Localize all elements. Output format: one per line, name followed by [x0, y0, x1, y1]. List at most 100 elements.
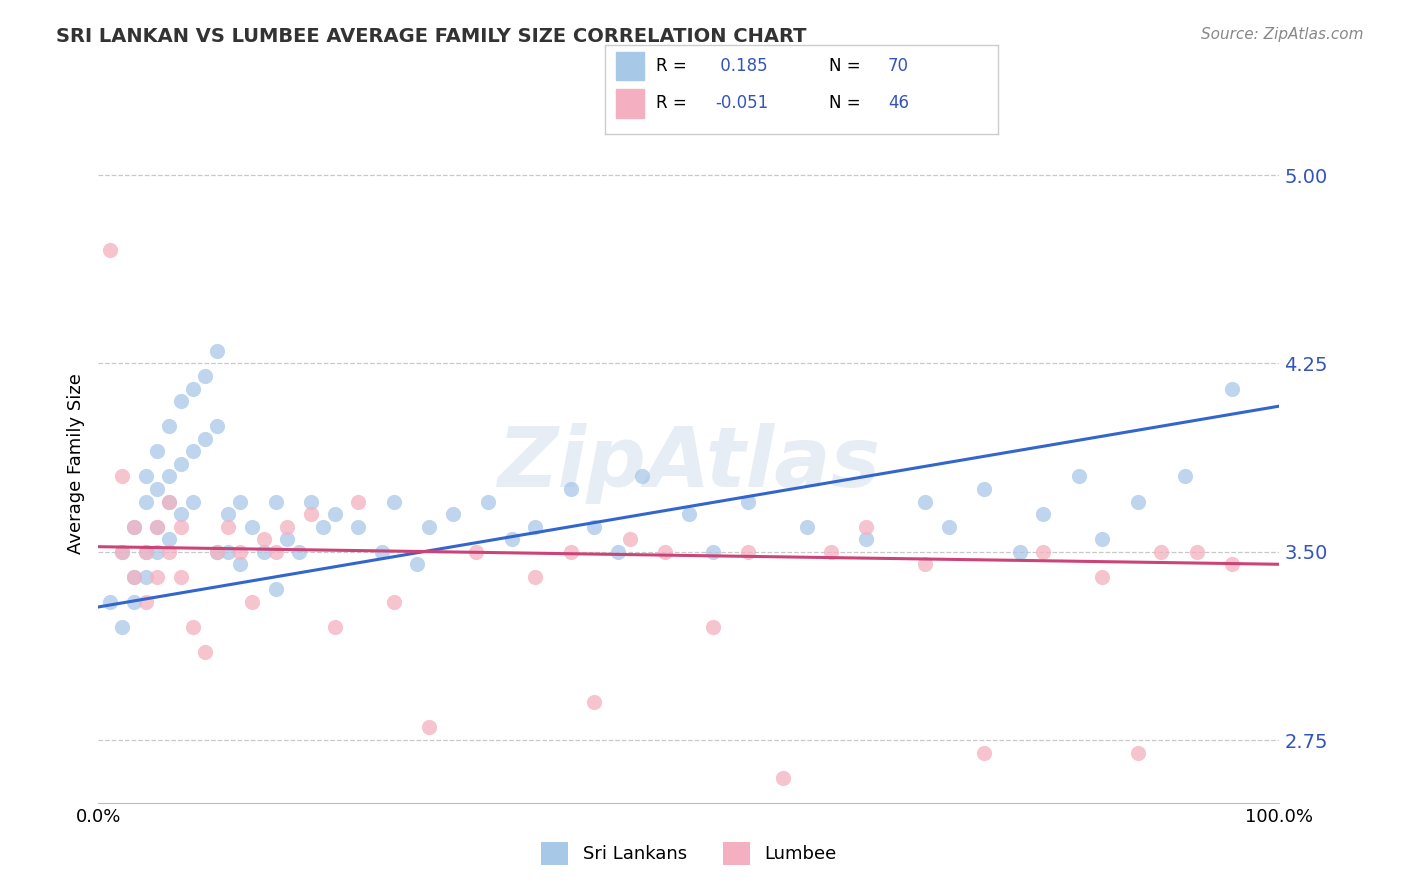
Point: [702, 545, 724, 559]
Point: [111, 469, 134, 483]
Point: [299, 494, 322, 508]
Text: SRI LANKAN VS LUMBEE AVERAGE FAMILY SIZE CORRELATION CHART: SRI LANKAN VS LUMBEE AVERAGE FAMILY SIZE…: [56, 27, 807, 45]
Point: [619, 532, 641, 546]
Point: [181, 620, 204, 634]
Point: [1126, 746, 1149, 760]
Point: [264, 494, 287, 508]
Point: [323, 620, 346, 634]
Point: [122, 570, 145, 584]
Point: [146, 482, 169, 496]
Point: [135, 469, 157, 483]
Point: [630, 469, 652, 483]
Point: [170, 507, 193, 521]
Point: [1032, 545, 1054, 559]
Point: [240, 519, 263, 533]
Point: [299, 507, 322, 521]
Point: [170, 394, 193, 409]
Point: [194, 368, 217, 383]
Point: [205, 419, 228, 434]
Point: [1220, 558, 1243, 572]
Text: -0.051: -0.051: [714, 95, 768, 112]
Point: [181, 444, 204, 458]
Point: [678, 507, 700, 521]
Point: [465, 545, 488, 559]
Point: [157, 419, 180, 434]
Point: [312, 519, 335, 533]
Point: [796, 519, 818, 533]
Point: [146, 545, 169, 559]
Point: [347, 494, 370, 508]
Point: [205, 545, 228, 559]
Point: [98, 244, 121, 258]
Point: [264, 545, 287, 559]
Point: [217, 545, 239, 559]
Point: [98, 595, 121, 609]
Point: [406, 558, 429, 572]
Point: [111, 545, 134, 559]
Point: [1174, 469, 1197, 483]
Point: [288, 545, 311, 559]
Point: [157, 494, 180, 508]
Point: [276, 519, 298, 533]
Point: [135, 595, 157, 609]
Point: [170, 570, 193, 584]
Point: [441, 507, 464, 521]
Point: [240, 595, 263, 609]
Point: [418, 721, 440, 735]
Point: [1220, 382, 1243, 396]
Point: [1091, 532, 1114, 546]
Y-axis label: Average Family Size: Average Family Size: [66, 374, 84, 554]
Point: [560, 482, 582, 496]
Point: [501, 532, 523, 546]
Point: [382, 494, 405, 508]
Bar: [616, 89, 644, 118]
Point: [122, 570, 145, 584]
Point: [122, 595, 145, 609]
Point: [1091, 570, 1114, 584]
Point: [382, 595, 405, 609]
Text: 0.185: 0.185: [714, 57, 768, 75]
Point: [205, 343, 228, 358]
Text: N =: N =: [830, 95, 866, 112]
Point: [607, 545, 630, 559]
Point: [938, 519, 960, 533]
Point: [737, 494, 759, 508]
Point: [418, 519, 440, 533]
Point: [157, 494, 180, 508]
Point: [973, 746, 995, 760]
Point: [855, 532, 877, 546]
Point: [524, 519, 547, 533]
Point: [170, 519, 193, 533]
Point: [737, 545, 759, 559]
Point: [194, 432, 217, 446]
Point: [524, 570, 547, 584]
Point: [477, 494, 499, 508]
Point: [146, 519, 169, 533]
Point: [229, 545, 252, 559]
Text: 70: 70: [889, 57, 910, 75]
Point: [1185, 545, 1208, 559]
Point: [194, 645, 217, 659]
Point: [914, 494, 936, 508]
Point: [135, 545, 157, 559]
Point: [146, 519, 169, 533]
Point: [122, 519, 145, 533]
Text: N =: N =: [830, 57, 866, 75]
Point: [157, 469, 180, 483]
Point: [1150, 545, 1173, 559]
Point: [146, 444, 169, 458]
Text: R =: R =: [655, 95, 692, 112]
Point: [217, 519, 239, 533]
Point: [217, 507, 239, 521]
Point: [1126, 494, 1149, 508]
Point: [914, 558, 936, 572]
Point: [157, 532, 180, 546]
Point: [122, 519, 145, 533]
Point: [371, 545, 394, 559]
Point: [229, 494, 252, 508]
Point: [111, 620, 134, 634]
Point: [560, 545, 582, 559]
Point: [323, 507, 346, 521]
Legend: Sri Lankans, Lumbee: Sri Lankans, Lumbee: [534, 835, 844, 871]
Point: [135, 545, 157, 559]
